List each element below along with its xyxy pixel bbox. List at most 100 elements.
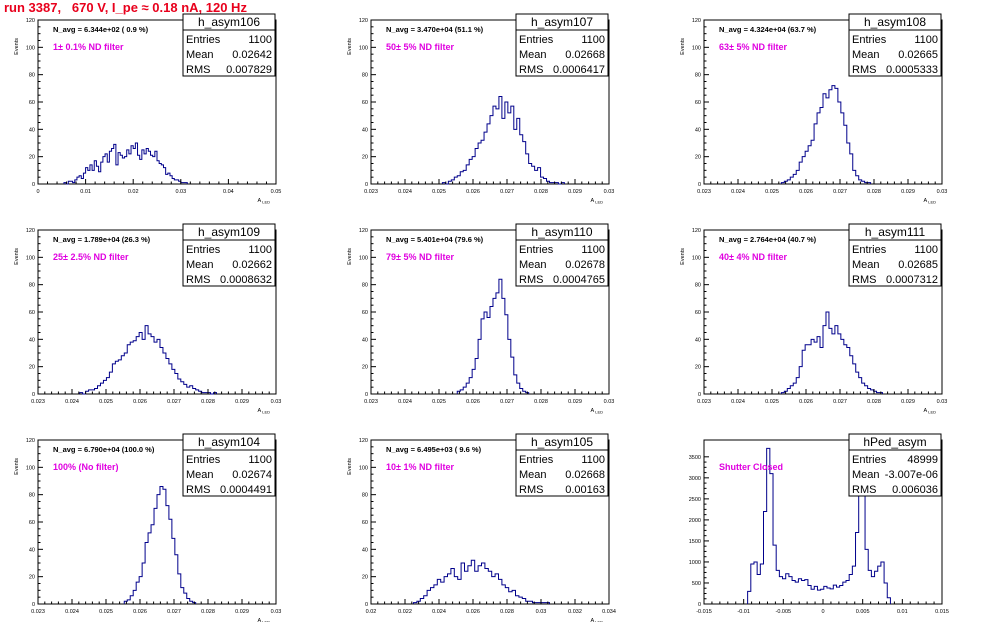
stats-box-title: h_asym104 bbox=[198, 435, 260, 449]
x-tick-label: 0 bbox=[36, 189, 39, 195]
x-tick-label: 0.027 bbox=[500, 399, 514, 405]
stats-box: h_asym108 Entries 1100 Mean 0.02665 RMS 0.0005… bbox=[848, 13, 942, 77]
stats-label: Entries bbox=[852, 454, 887, 466]
x-tick-label: 0.024 bbox=[432, 609, 446, 615]
stats-box: h_asym109 Entries 1100 Mean 0.02662 RMS 0.0008… bbox=[182, 223, 276, 287]
stats-value: 0.02685 bbox=[898, 259, 938, 271]
x-axis-title: ALED bbox=[258, 408, 271, 415]
x-tick-label: 0.03 bbox=[937, 189, 948, 195]
x-tick-label: 0.029 bbox=[235, 399, 249, 405]
x-tick-label: 0.029 bbox=[568, 399, 582, 405]
y-tick-label: 80 bbox=[29, 493, 35, 499]
histogram-panel-h_asym111: 0.023 0.024 0.025 0.026 0.027 0.028 0.029 0.03 0… bbox=[680, 223, 947, 415]
x-tick-label: 0.024 bbox=[65, 609, 79, 615]
stats-value: 1100 bbox=[581, 34, 605, 46]
stats-value: 0.0004491 bbox=[220, 484, 272, 496]
y-tick-label: 120 bbox=[26, 438, 35, 444]
navg-label: N_avg = 1.789e+04 (26.3 %) bbox=[53, 235, 151, 244]
x-tick-label: 0.024 bbox=[398, 399, 412, 405]
y-tick-label: 60 bbox=[695, 100, 701, 106]
x-tick-label: 0.028 bbox=[201, 609, 215, 615]
x-axis-title: ALED bbox=[591, 408, 604, 415]
filter-label: 1± 0.1% ND filter bbox=[53, 42, 124, 52]
y-tick-label: 2000 bbox=[689, 518, 701, 524]
x-tick-label: 0.02 bbox=[366, 609, 377, 615]
x-tick-label: 0.025 bbox=[99, 399, 113, 405]
stats-value: 0.02642 bbox=[232, 49, 272, 61]
stats-label: Mean bbox=[852, 259, 880, 271]
stats-box-title: h_asym110 bbox=[531, 225, 592, 239]
stats-value: 1100 bbox=[248, 244, 272, 256]
stats-label: RMS bbox=[186, 274, 210, 286]
stats-label: Mean bbox=[186, 49, 214, 61]
y-tick-label: 3000 bbox=[689, 476, 701, 482]
stats-box: h_asym105 Entries 1100 Mean 0.02668 RMS 0.0016… bbox=[515, 433, 609, 497]
filter-label: 63± 5% ND filter bbox=[719, 42, 787, 52]
stats-value: 1100 bbox=[248, 34, 272, 46]
y-tick-label: 40 bbox=[362, 127, 368, 133]
histogram-panel-h_asym104: 0.023 0.024 0.025 0.026 0.027 0.028 0.029 0.03 0… bbox=[14, 433, 281, 622]
stats-box-frame bbox=[848, 13, 942, 77]
stats-label: Mean bbox=[852, 469, 880, 481]
histogram-panel-h_asym109: 0.023 0.024 0.025 0.026 0.027 0.028 0.029 0.03 0… bbox=[14, 223, 281, 415]
y-tick-label: 100 bbox=[26, 255, 35, 261]
histogram-line bbox=[747, 447, 891, 604]
x-tick-label: 0.026 bbox=[133, 609, 147, 615]
x-tick-label: -0.01 bbox=[737, 609, 750, 615]
y-tick-label: 60 bbox=[29, 100, 35, 106]
stats-label: RMS bbox=[852, 274, 876, 286]
filter-label: 79± 5% ND filter bbox=[386, 252, 454, 262]
stats-label: Entries bbox=[519, 454, 554, 466]
y-tick-label: 120 bbox=[692, 228, 701, 234]
y-tick-label: 80 bbox=[29, 73, 35, 79]
stats-box: h_asym107 Entries 1100 Mean 0.02668 RMS 0.0006… bbox=[515, 13, 609, 77]
y-axis-title: Events bbox=[347, 38, 353, 55]
y-tick-label: 40 bbox=[695, 337, 701, 343]
y-tick-label: 20 bbox=[29, 575, 35, 581]
histogram-line bbox=[441, 96, 565, 185]
x-axis-title: ALED bbox=[924, 408, 937, 415]
stats-box-frame bbox=[848, 433, 942, 497]
stats-box-title: h_asym108 bbox=[864, 15, 926, 29]
y-tick-label: 100 bbox=[359, 465, 368, 471]
stats-box-title: h_asym109 bbox=[198, 225, 260, 239]
stats-label: Mean bbox=[519, 469, 547, 481]
stats-value: 1100 bbox=[581, 454, 605, 466]
x-tick-label: 0.026 bbox=[133, 399, 147, 405]
stats-label: Entries bbox=[852, 34, 887, 46]
x-axis-title: ALED bbox=[591, 198, 604, 205]
x-tick-label: 0.03 bbox=[604, 189, 615, 195]
x-tick-label: 0.023 bbox=[364, 399, 378, 405]
histogram-line bbox=[456, 278, 530, 394]
stats-label: RMS bbox=[186, 484, 210, 496]
stats-label: Entries bbox=[519, 34, 554, 46]
stats-value: 1100 bbox=[581, 244, 605, 256]
navg-label: N_avg = 4.324e+04 (63.7 %) bbox=[719, 25, 817, 34]
x-tick-label: 0.029 bbox=[235, 609, 249, 615]
navg-label: N_avg = 6.790e+04 (100.0 %) bbox=[53, 445, 155, 454]
y-tick-label: 80 bbox=[362, 493, 368, 499]
y-axis-title: Events bbox=[14, 458, 20, 475]
y-tick-label: 40 bbox=[362, 547, 368, 553]
filter-label: 10± 1% ND filter bbox=[386, 462, 454, 472]
y-tick-label: 80 bbox=[695, 283, 701, 289]
stats-box-frame bbox=[182, 433, 276, 497]
y-tick-label: 0 bbox=[365, 602, 368, 608]
x-tick-label: 0.027 bbox=[167, 609, 181, 615]
x-axis-title: ALED bbox=[258, 198, 271, 205]
stats-value: 48999 bbox=[907, 454, 938, 466]
x-tick-label: 0.024 bbox=[65, 399, 79, 405]
filter-label: 50± 5% ND filter bbox=[386, 42, 454, 52]
y-tick-label: 20 bbox=[362, 365, 368, 371]
x-tick-label: 0.022 bbox=[398, 609, 412, 615]
stats-box-frame bbox=[182, 13, 276, 77]
x-tick-label: 0 bbox=[821, 609, 824, 615]
x-tick-label: 0.032 bbox=[568, 609, 582, 615]
stats-box: h_asym106 Entries 1100 Mean 0.02642 RMS 0.0078… bbox=[182, 13, 276, 77]
y-tick-label: 40 bbox=[695, 127, 701, 133]
x-tick-label: 0.023 bbox=[697, 399, 711, 405]
x-tick-label: 0.026 bbox=[466, 399, 480, 405]
navg-label: N_avg = 6.495e+03 ( 9.6 %) bbox=[386, 445, 482, 454]
histogram-panel-h_asym108: 0.023 0.024 0.025 0.026 0.027 0.028 0.029 0.03 0… bbox=[680, 13, 948, 205]
y-tick-label: 60 bbox=[362, 520, 368, 526]
